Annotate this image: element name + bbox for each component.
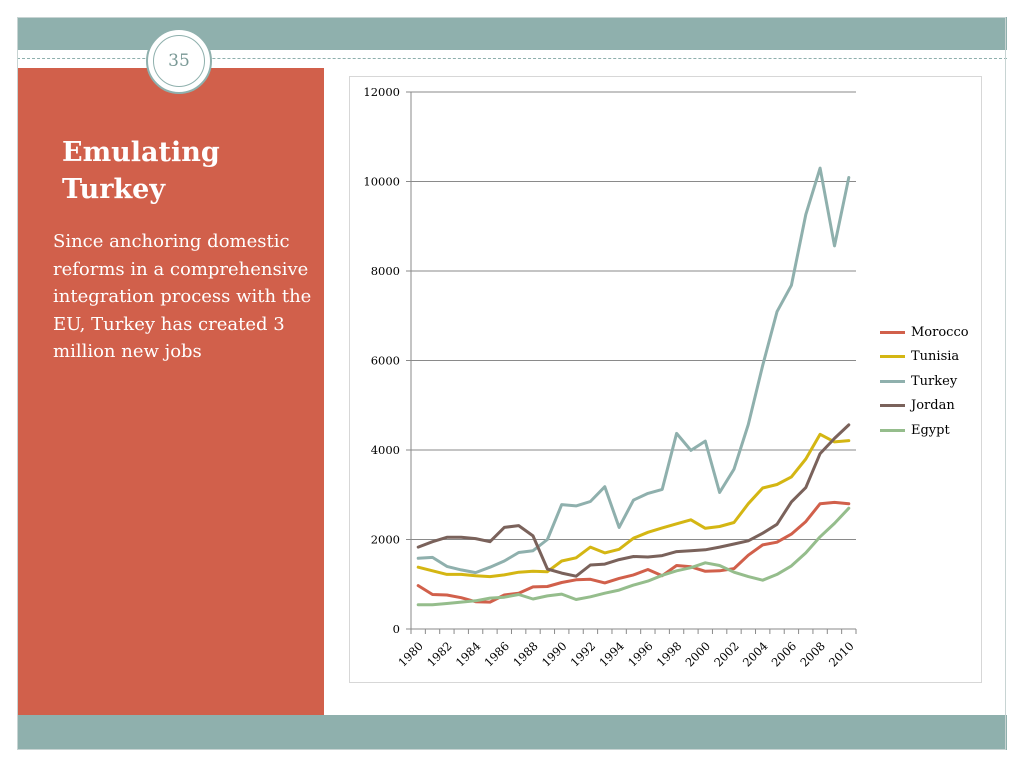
legend-swatch-egypt <box>880 428 905 432</box>
bottom-banner <box>17 715 1007 750</box>
x-tick-label-1998: 1998 <box>654 639 685 670</box>
legend-label-tunisia: Tunisia <box>911 349 960 365</box>
x-tick-label-2008: 2008 <box>797 639 828 670</box>
x-tick-label-1980: 1980 <box>395 639 426 670</box>
y-tick-label-6000: 6000 <box>371 354 400 368</box>
x-tick-label-1994: 1994 <box>596 639 627 670</box>
chart-legend: Morocco Tunisia Turkey Jordan Egypt <box>880 320 969 443</box>
legend-item-turkey: Turkey <box>880 369 969 394</box>
left-panel <box>17 68 324 715</box>
legend-item-egypt: Egypt <box>880 418 969 443</box>
x-tick-label-2000: 2000 <box>682 639 713 670</box>
x-tick-label-1992: 1992 <box>568 639 599 670</box>
series-line-egypt <box>416 506 851 607</box>
legend-label-turkey: Turkey <box>911 373 958 389</box>
y-tick-label-4000: 4000 <box>371 443 400 457</box>
series-line-tunisia <box>416 432 851 579</box>
slide-title: Emulating Turkey <box>62 137 220 205</box>
x-tick-label-1982: 1982 <box>424 639 455 670</box>
y-tick-label-2000: 2000 <box>371 533 400 547</box>
legend-item-tunisia: Tunisia <box>880 345 969 370</box>
dashed-divider <box>17 58 1007 59</box>
x-tick-label-1984: 1984 <box>453 639 484 670</box>
x-tick-label-2010: 2010 <box>826 639 857 670</box>
x-tick-label-2002: 2002 <box>711 639 742 670</box>
x-tick-label-1996: 1996 <box>625 639 656 670</box>
legend-item-jordan: Jordan <box>880 394 969 419</box>
x-tick-label-1988: 1988 <box>510 639 541 670</box>
slide-number-badge: 35 <box>146 28 212 94</box>
legend-label-morocco: Morocco <box>911 324 969 340</box>
legend-swatch-morocco <box>880 330 905 334</box>
legend-label-jordan: Jordan <box>911 398 955 414</box>
y-tick-label-0: 0 <box>393 622 400 636</box>
legend-swatch-jordan <box>880 404 905 408</box>
legend-item-morocco: Morocco <box>880 320 969 345</box>
y-tick-label-8000: 8000 <box>371 264 400 278</box>
x-tick-label-1990: 1990 <box>539 639 570 670</box>
legend-label-egypt: Egypt <box>911 422 950 438</box>
slide-body: Since anchoring domestic reforms in a co… <box>53 231 312 362</box>
series-line-jordan <box>416 423 851 578</box>
series-line-turkey <box>416 166 851 575</box>
x-tick-label-2006: 2006 <box>769 639 800 670</box>
slide-number: 35 <box>153 35 205 87</box>
y-tick-label-12000: 12000 <box>363 85 400 99</box>
legend-swatch-turkey <box>880 379 905 383</box>
legend-swatch-tunisia <box>880 355 905 359</box>
x-tick-label-2004: 2004 <box>740 639 771 670</box>
y-tick-label-10000: 10000 <box>363 175 400 189</box>
chart-frame <box>349 76 982 683</box>
x-tick-label-1986: 1986 <box>482 639 513 670</box>
series-line-morocco <box>416 500 851 604</box>
